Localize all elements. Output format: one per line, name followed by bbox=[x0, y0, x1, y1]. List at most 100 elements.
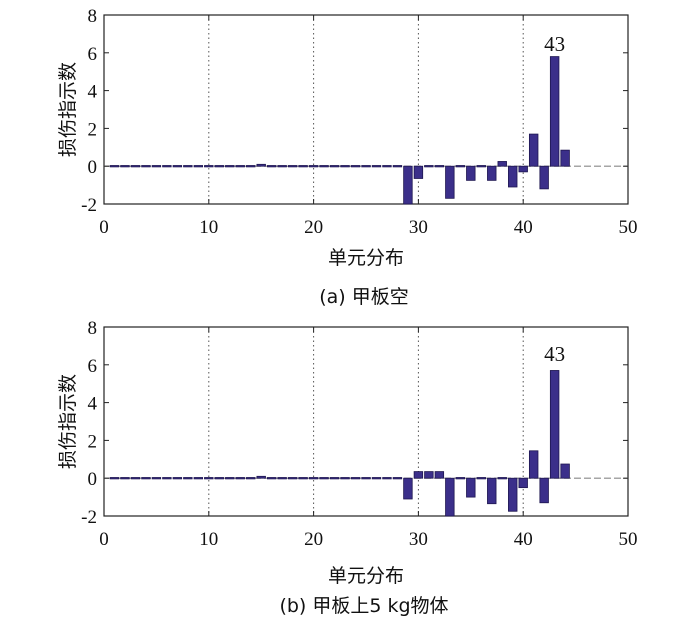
bar-element-16 bbox=[266, 477, 277, 480]
bar-element-26 bbox=[371, 165, 382, 168]
bar-element-22 bbox=[329, 165, 340, 168]
x-tick-label: 0 bbox=[99, 217, 109, 238]
bar-element-23 bbox=[340, 477, 350, 480]
peak-annotation: 43 bbox=[544, 342, 565, 366]
bar-element-11 bbox=[214, 165, 224, 168]
bar-element-15 bbox=[256, 163, 266, 167]
bar-element-27 bbox=[382, 165, 392, 168]
bar-element-43 bbox=[549, 370, 560, 479]
bar-element-14 bbox=[246, 165, 256, 168]
bar-element-3 bbox=[130, 477, 141, 480]
bar-element-7 bbox=[172, 477, 183, 480]
bar-element-35 bbox=[466, 477, 476, 498]
bar-element-39 bbox=[508, 165, 518, 188]
peak-annotation: 43 bbox=[544, 32, 565, 56]
bar-element-1 bbox=[109, 477, 120, 480]
bar-element-2 bbox=[120, 165, 130, 168]
y-axis-label: 损伤指示数 bbox=[57, 374, 79, 469]
bar-element-37 bbox=[487, 477, 497, 505]
bar-element-5 bbox=[151, 477, 162, 480]
bar-element-12 bbox=[225, 477, 235, 480]
bar-element-28 bbox=[392, 165, 403, 168]
bar-element-13 bbox=[235, 477, 245, 480]
bar-element-21 bbox=[319, 165, 329, 168]
x-tick-label: 30 bbox=[409, 217, 428, 238]
x-axis-label: 单元分布 bbox=[328, 565, 404, 587]
bar-element-25 bbox=[361, 165, 371, 168]
bar-element-33 bbox=[445, 165, 455, 199]
bar-element-19 bbox=[298, 165, 308, 168]
x-axis-label: 单元分布 bbox=[328, 247, 404, 269]
bar-element-43 bbox=[549, 56, 560, 167]
bar-element-35 bbox=[466, 165, 476, 181]
y-axis-label: 损伤指示数 bbox=[57, 62, 79, 157]
bar-element-41 bbox=[528, 450, 539, 479]
bar-element-32 bbox=[434, 471, 445, 479]
bar-element-26 bbox=[371, 477, 382, 480]
bar-element-15 bbox=[256, 475, 266, 479]
y-tick-label: 0 bbox=[88, 469, 98, 490]
bar-element-10 bbox=[204, 165, 214, 168]
y-tick-label: 2 bbox=[88, 431, 98, 452]
bar-element-20 bbox=[308, 165, 319, 168]
bar-element-21 bbox=[319, 477, 329, 480]
bar-element-13 bbox=[235, 165, 245, 168]
y-tick-label: 6 bbox=[88, 44, 98, 65]
bar-element-34 bbox=[455, 165, 466, 168]
bar-element-10 bbox=[204, 477, 214, 480]
x-tick-label: 30 bbox=[409, 529, 428, 550]
bar-element-42 bbox=[539, 165, 549, 190]
x-tick-label: 50 bbox=[619, 217, 638, 238]
y-tick-label: -2 bbox=[81, 507, 97, 528]
bar-element-38 bbox=[497, 161, 507, 167]
y-tick-label: 8 bbox=[88, 6, 98, 27]
bar-element-11 bbox=[214, 477, 224, 480]
bar-element-24 bbox=[350, 165, 361, 168]
bar-element-25 bbox=[361, 477, 371, 480]
panel-caption: (b) 甲板上5 kg物体 bbox=[279, 595, 448, 617]
bar-element-17 bbox=[277, 165, 287, 168]
bar-element-30 bbox=[413, 471, 424, 479]
bar-element-34 bbox=[455, 477, 466, 480]
bar-element-40 bbox=[518, 165, 528, 173]
bar-element-12 bbox=[225, 165, 235, 168]
bar-element-18 bbox=[287, 477, 298, 480]
bar-element-44 bbox=[560, 463, 570, 479]
bar-element-6 bbox=[162, 165, 172, 168]
x-tick-label: 10 bbox=[199, 217, 218, 238]
bar-element-9 bbox=[193, 477, 204, 480]
y-tick-label: 4 bbox=[88, 82, 98, 103]
x-tick-label: 40 bbox=[514, 529, 533, 550]
bar-element-4 bbox=[141, 165, 151, 168]
x-tick-label: 20 bbox=[304, 217, 323, 238]
bar-element-18 bbox=[287, 165, 298, 168]
x-tick-label: 20 bbox=[304, 529, 323, 550]
bar-element-33 bbox=[445, 477, 455, 517]
bar-element-19 bbox=[298, 477, 308, 480]
x-tick-label: 50 bbox=[619, 529, 638, 550]
bar-element-36 bbox=[476, 165, 486, 168]
bar-element-4 bbox=[141, 477, 151, 480]
x-tick-label: 0 bbox=[99, 529, 109, 550]
bar-element-8 bbox=[183, 165, 193, 168]
bar-element-29 bbox=[403, 477, 413, 500]
y-tick-label: -2 bbox=[81, 195, 97, 216]
bar-element-38 bbox=[497, 477, 507, 480]
bar-element-2 bbox=[120, 477, 130, 480]
bar-element-7 bbox=[172, 165, 183, 168]
bar-element-20 bbox=[308, 477, 319, 480]
y-tick-label: 0 bbox=[88, 157, 98, 178]
bar-element-29 bbox=[403, 165, 413, 205]
bar-element-28 bbox=[392, 477, 403, 480]
bar-element-30 bbox=[413, 165, 424, 179]
bar-element-40 bbox=[518, 477, 528, 489]
bar-element-8 bbox=[183, 477, 193, 480]
bar-element-5 bbox=[151, 165, 162, 168]
y-tick-label: 4 bbox=[88, 394, 98, 415]
bar-element-39 bbox=[508, 477, 518, 512]
bar-element-22 bbox=[329, 477, 340, 480]
bar-element-37 bbox=[487, 165, 497, 181]
bar-element-1 bbox=[109, 165, 120, 168]
